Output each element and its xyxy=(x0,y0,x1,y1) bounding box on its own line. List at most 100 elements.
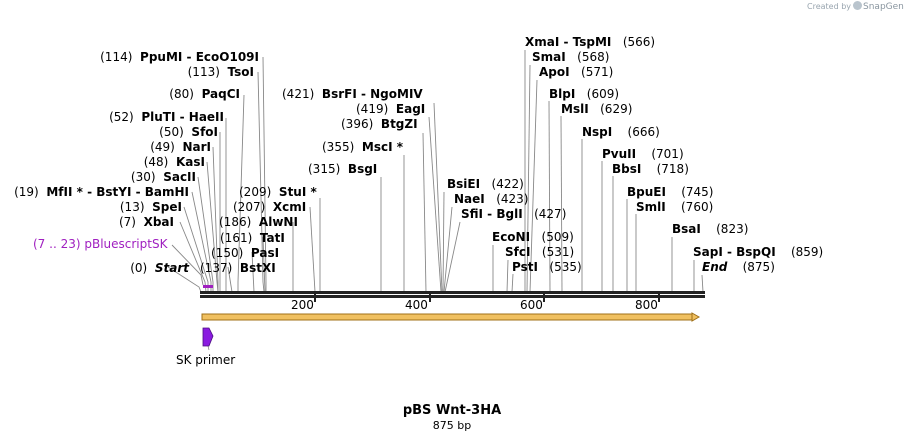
site-alwni-pos: (186) xyxy=(219,215,252,229)
site-sfii[interactable]: SfiI - BglI (427) xyxy=(461,207,566,221)
site-paqci-name: PaqCI xyxy=(201,87,240,101)
sk-primer-arrow[interactable] xyxy=(202,327,214,351)
site-pasi[interactable]: (150) PasI xyxy=(211,246,279,260)
site-naei-name: NaeI xyxy=(454,192,485,206)
site-xmai-name: XmaI - TspMI xyxy=(525,35,612,49)
site-msci-name: MscI * xyxy=(361,140,404,154)
leader-line-end xyxy=(701,274,704,293)
site-pvuii[interactable]: PvuII (701) xyxy=(602,147,684,161)
site-eagi[interactable]: (419) EagI xyxy=(356,102,425,116)
site-bsiei[interactable]: BsiEI (422) xyxy=(447,177,524,191)
site-sacii[interactable]: (30) SacII xyxy=(131,170,196,184)
ruler-label-200: 200 xyxy=(291,298,314,312)
leader-line-nari xyxy=(212,146,219,292)
site-tati[interactable]: (161) TatI xyxy=(220,231,285,245)
site-naei[interactable]: NaeI (423) xyxy=(454,192,528,206)
site-xbai[interactable]: (7) XbaI xyxy=(119,215,174,229)
site-pvuii-pos: (701) xyxy=(651,147,684,161)
site-btgzi[interactable]: (396) BtgZI xyxy=(341,117,418,131)
site-msci[interactable]: (355) MscI * xyxy=(322,140,403,154)
site-bstxi[interactable]: (137) BstXI xyxy=(200,261,276,275)
site-msli-pos: (629) xyxy=(600,102,633,116)
site-paqci[interactable]: (80) PaqCI xyxy=(169,87,240,101)
site-end[interactable]: End (875) xyxy=(702,260,775,274)
primer-label[interactable]: SK primer xyxy=(176,353,236,367)
site-nari[interactable]: (49) NarI xyxy=(150,140,211,154)
leader-line-sacii xyxy=(197,176,214,292)
site-pluti-name: PluTI - HaeII xyxy=(141,110,224,124)
site-blpi-pos: (609) xyxy=(586,87,620,101)
site-xcmi-pos: (207) xyxy=(233,200,266,214)
snapgene-watermark: Created by SnapGene xyxy=(807,1,904,12)
feature-label[interactable]: (7 .. 23) pBluescriptSK xyxy=(33,237,168,251)
site-bsai-name: BsaI xyxy=(672,222,701,236)
site-econi[interactable]: EcoNI (509) xyxy=(492,230,574,244)
site-bsgi[interactable]: (315) BsgI xyxy=(308,162,377,176)
site-bsrfi[interactable]: (421) BsrFI - NgoMIV xyxy=(282,87,423,101)
map-length: 875 bp xyxy=(432,419,472,432)
leader-line-ppumi xyxy=(262,56,267,292)
site-kasi-name: KasI xyxy=(175,155,205,169)
site-smli[interactable]: SmlI (760) xyxy=(636,200,713,214)
ruler-tick-800 xyxy=(658,294,660,302)
site-psti[interactable]: PstI (535) xyxy=(512,260,582,274)
site-econi-pos: (509) xyxy=(541,230,574,244)
site-tati-pos: (161) xyxy=(220,231,253,245)
site-pluti[interactable]: (52) PluTI - HaeII xyxy=(109,110,224,124)
map-title: pBS Wnt-3HA xyxy=(402,403,502,418)
site-bsai[interactable]: BsaI (823) xyxy=(672,222,748,236)
site-nspi[interactable]: NspI (666) xyxy=(582,125,660,139)
site-stui[interactable]: (209) StuI * xyxy=(239,185,317,199)
site-spei[interactable]: (13) SpeI xyxy=(120,200,182,214)
direction-arrow xyxy=(201,312,701,322)
snapgene-logo-icon xyxy=(853,1,863,10)
site-apoi[interactable]: ApoI (571) xyxy=(539,65,613,79)
leader-line-xcmi xyxy=(309,206,316,293)
site-sfci[interactable]: SfcI (531) xyxy=(505,245,574,259)
site-apoi-name: ApoI xyxy=(539,65,570,79)
site-ppumi-name: PpuMI - EcoO109I xyxy=(140,50,259,64)
site-pluti-pos: (52) xyxy=(109,110,134,124)
backbone-top-strand xyxy=(200,291,705,294)
leader-line-sfii xyxy=(444,221,461,293)
site-sfoi[interactable]: (50) SfoI xyxy=(159,125,218,139)
site-spei-pos: (13) xyxy=(119,200,145,214)
backbone-bottom-strand xyxy=(200,295,705,298)
site-alwni[interactable]: (186) AlwNI xyxy=(219,215,298,229)
leader-line-paqci xyxy=(237,94,245,292)
site-ppumi[interactable]: (114) PpuMI - EcoO109I xyxy=(100,50,259,64)
site-eagi-name: EagI xyxy=(395,102,426,116)
site-mfli[interactable]: (19) MfII * - BstYI - BamHI xyxy=(14,185,189,199)
site-start[interactable]: (0) Start xyxy=(130,261,189,275)
site-psti-pos: (535) xyxy=(549,260,582,274)
leader-line-bsrfi xyxy=(433,102,443,293)
site-start-name: Start xyxy=(154,261,189,275)
feature-mark[interactable] xyxy=(203,285,213,288)
site-xmai[interactable]: XmaI - TspMI (566) xyxy=(525,35,655,49)
site-spei-name: SpeI xyxy=(152,200,182,214)
site-tsoi[interactable]: (113) TsoI xyxy=(188,65,254,79)
site-tsoi-name: TsoI xyxy=(227,65,254,79)
site-sfii-name: SfiI - BglI xyxy=(461,207,523,221)
ruler-label-800: 800 xyxy=(635,298,658,312)
site-start-pos: (0) xyxy=(130,261,148,275)
site-stui-pos: (209) xyxy=(239,185,272,199)
site-smli-pos: (760) xyxy=(681,200,714,214)
site-msli[interactable]: MslI (629) xyxy=(561,102,632,116)
site-bpuei[interactable]: BpuEI (745) xyxy=(627,185,714,199)
site-sapi[interactable]: SapI - BspQI (859) xyxy=(693,245,823,259)
site-smai[interactable]: SmaI (568) xyxy=(532,50,609,64)
site-sfoi-name: SfoI xyxy=(191,125,218,139)
site-sacii-pos: (30) xyxy=(130,170,156,184)
site-xcmi[interactable]: (207) XcmI xyxy=(233,200,306,214)
site-bsiei-pos: (422) xyxy=(491,177,524,191)
site-kasi[interactable]: (48) KasI xyxy=(144,155,205,169)
site-bsrfi-name: BsrFI - NgoMIV xyxy=(321,87,423,101)
site-pvuii-name: PvuII xyxy=(602,147,637,161)
site-bbsi[interactable]: BbsI (718) xyxy=(612,162,689,176)
site-blpi[interactable]: BlpI (609) xyxy=(549,87,619,101)
site-bsgi-pos: (315) xyxy=(308,162,341,176)
site-smli-name: SmlI xyxy=(636,200,666,214)
site-bstxi-name: BstXI xyxy=(239,261,276,275)
